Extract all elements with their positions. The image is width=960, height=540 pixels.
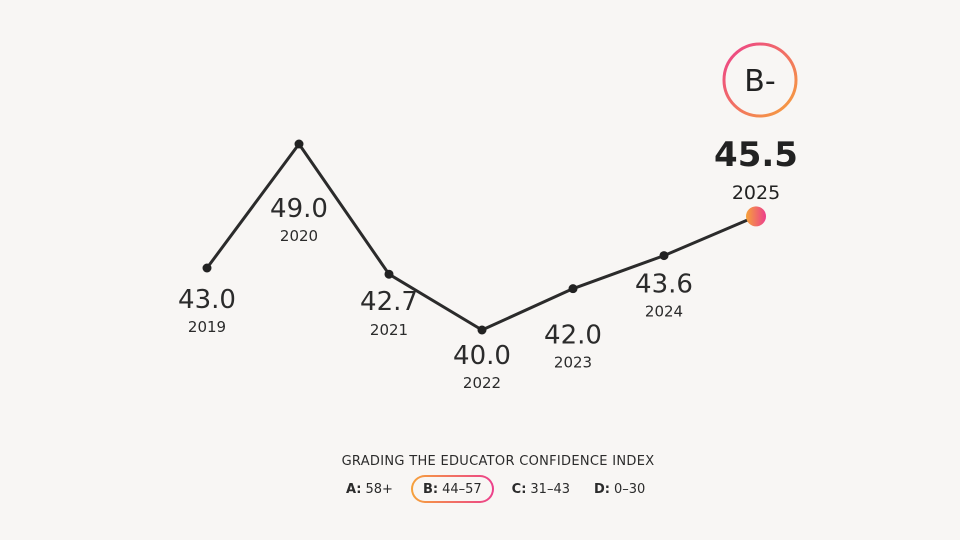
year-label-2023: 2023 (554, 354, 592, 372)
value-label-2021: 42.7 (360, 287, 418, 317)
year-label-2020: 2020 (280, 227, 318, 245)
value-label-2020: 49.0 (270, 194, 328, 224)
year-label-2025: 2025 (732, 182, 780, 204)
data-point-2023 (568, 284, 578, 294)
data-point-2024 (659, 251, 669, 261)
value-label-2019: 43.0 (178, 285, 236, 315)
data-point-2022 (477, 325, 487, 335)
data-point-2025 (746, 206, 766, 227)
value-label-2023: 42.0 (544, 321, 602, 351)
value-label-2022: 40.0 (453, 341, 511, 371)
data-point-2020 (294, 139, 304, 149)
grade-badge: B- (722, 42, 798, 118)
grade-badge-text: B- (744, 64, 775, 99)
year-label-2019: 2019 (188, 318, 226, 336)
value-label-2024: 43.6 (635, 270, 693, 300)
legend-range: 58+ (365, 481, 393, 497)
legend-grade: C: (511, 481, 527, 497)
legend-item-c: C: 31–43 (506, 477, 576, 501)
grade-legend: A: 58+ B: 44–57 C: 31–43 D: 0–30 (340, 476, 663, 502)
value-label-2025: 45.5 (714, 135, 798, 175)
legend-item-d: D: 0–30 (588, 477, 651, 501)
data-point-2019 (202, 263, 212, 273)
legend-range: 31–43 (530, 481, 570, 497)
year-label-2024: 2024 (645, 303, 683, 321)
year-label-2022: 2022 (463, 374, 501, 392)
legend-grade: A: (346, 481, 362, 497)
legend-range: 0–30 (614, 481, 646, 497)
legend-item-b: B: 44–57 (411, 475, 494, 503)
legend-item-a: A: 58+ (340, 477, 399, 501)
line-chart: 43.0 2019 49.0 2020 42.7 2021 40.0 2022 42.0 2023… (178, 42, 798, 392)
legend-grade: D: (594, 481, 610, 497)
legend-title: GRADING THE EDUCATOR CONFIDENCE INDEX (341, 454, 655, 469)
year-label-2021: 2021 (370, 321, 408, 339)
data-point-2021 (384, 269, 394, 279)
legend-range: 44–57 (442, 481, 482, 497)
legend-grade: B: (422, 481, 439, 497)
